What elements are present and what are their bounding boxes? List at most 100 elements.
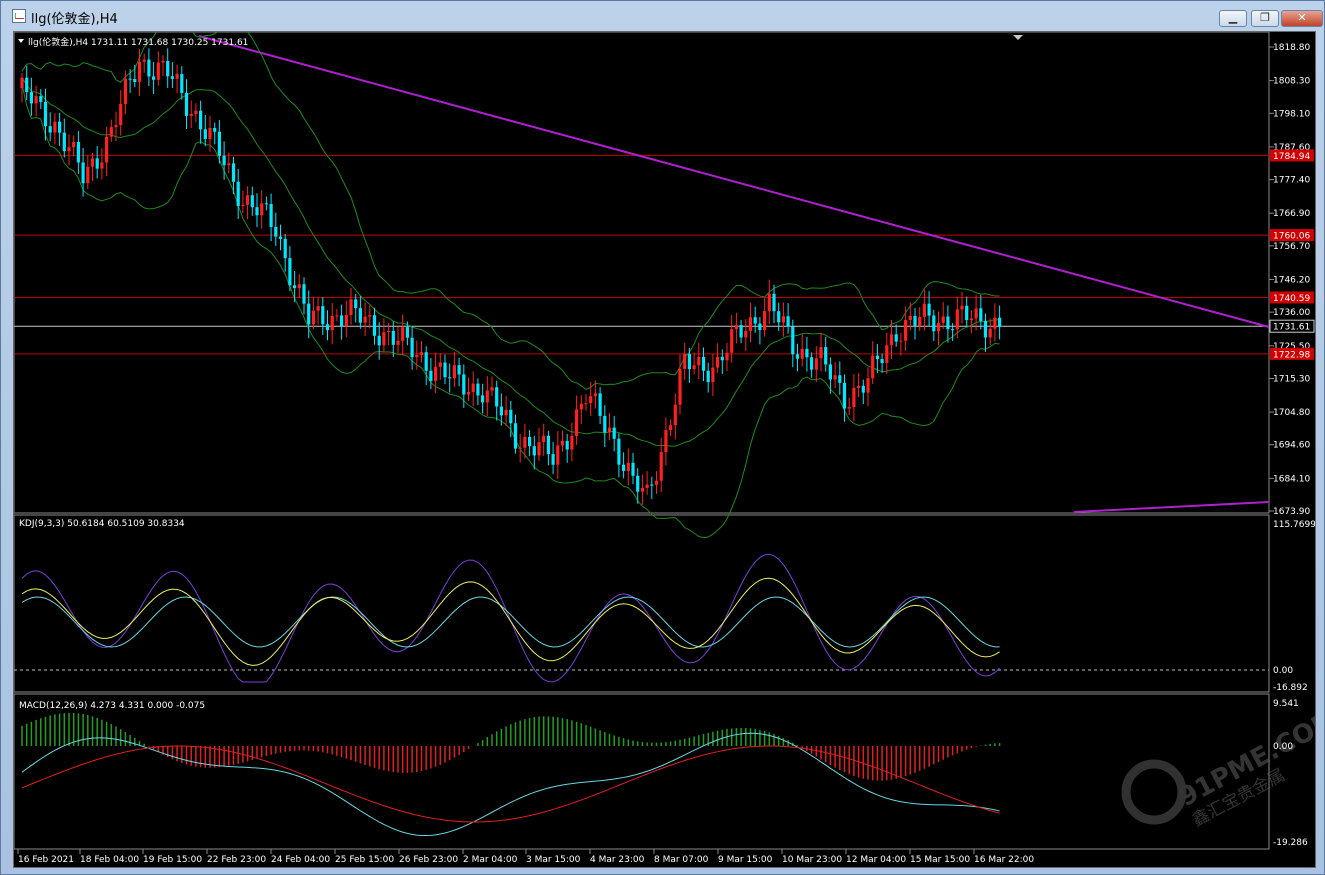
- price-tick-label: 1673.90: [1273, 507, 1310, 517]
- candle-body: [321, 306, 325, 325]
- kdj-pane: [13, 514, 1270, 693]
- candle-body: [673, 404, 677, 426]
- kdj-header: KDJ(9,3,3) 50.6184 60.5109 30.8334: [19, 519, 185, 529]
- price-tick-label: 1684.10: [1273, 474, 1310, 484]
- time-tick-label: 3 Mar 15:00: [526, 855, 581, 865]
- time-tick-label: 4 Mar 23:00: [590, 855, 645, 865]
- candle-body: [894, 334, 898, 342]
- level-label-box: [1270, 347, 1314, 360]
- level-label-box: [1270, 229, 1314, 242]
- candle-body: [678, 368, 682, 405]
- candle-body: [833, 375, 837, 380]
- bollinger-lower-line: [21, 83, 1000, 539]
- shift-marker-icon[interactable]: [1013, 35, 1023, 40]
- close-icon: ✕: [1297, 11, 1307, 24]
- restore-icon: ❐: [1260, 11, 1270, 24]
- candle-body: [861, 385, 865, 393]
- main-pane: [13, 31, 1270, 514]
- candle-body: [716, 356, 720, 368]
- trendline-up[interactable]: [1073, 501, 1270, 513]
- candle-body: [241, 204, 245, 207]
- candle-body: [532, 446, 536, 456]
- candle-body: [415, 355, 419, 358]
- level-label-box: [1270, 149, 1314, 162]
- horizontal-levels: [14, 154, 1269, 355]
- candle-body: [918, 316, 922, 326]
- candle-body: [575, 409, 579, 436]
- watermark-logo-icon: [1121, 759, 1187, 825]
- candle-body: [993, 317, 997, 329]
- candle-body: [753, 317, 757, 324]
- macd-signal-line: [21, 745, 1000, 823]
- chart-window-icon: [12, 9, 26, 23]
- candle-body: [697, 356, 701, 366]
- macd-axis: 9.541 0.00 -19.286: [1273, 699, 1308, 848]
- candle-body: [913, 315, 917, 326]
- candle-body: [443, 362, 447, 378]
- candle-body: [932, 315, 936, 332]
- kdj-k-line: [21, 577, 1000, 666]
- candle-body: [960, 305, 964, 310]
- price-chart-svg[interactable]: 91PME.COM 鑫汇宝贵金属 llg(伦敦金),H4 1731.11 173…: [13, 16, 1325, 867]
- price-tick-label: 1756.70: [1273, 242, 1310, 252]
- candle-body: [156, 62, 160, 80]
- title-bar[interactable]: llg(伦敦金),H4 ▁ ❐ ✕: [1, 1, 1324, 31]
- minimize-button[interactable]: ▁: [1219, 10, 1247, 27]
- trendline-down[interactable]: [198, 35, 1270, 328]
- candle-body: [598, 393, 602, 416]
- candle-body: [72, 141, 76, 148]
- kdj-axis-label: 0.00: [1273, 666, 1293, 676]
- candle-body: [983, 320, 988, 338]
- kdj-axis-label: -16.892: [1273, 683, 1308, 693]
- candle-body: [76, 141, 80, 163]
- macd-axis-label: 9.541: [1273, 699, 1299, 709]
- candle-body: [824, 347, 828, 365]
- level-labels: 1784.94 1760.06 1740.59 1731.61 1722.98: [1269, 149, 1315, 360]
- candle-body: [518, 447, 522, 449]
- candle-body: [523, 436, 527, 448]
- candle-body: [142, 59, 146, 62]
- time-axis: 16 Feb 2021 18 Feb 04:00 19 Feb 15:00 22 Fe…: [17, 849, 1034, 865]
- macd-main-line: [21, 732, 1000, 837]
- price-tick-label: 1715.30: [1273, 374, 1310, 384]
- candle-body: [194, 110, 198, 114]
- candle-body: [227, 163, 231, 166]
- chart-area[interactable]: 91PME.COM 鑫汇宝贵金属 llg(伦敦金),H4 1731.11 173…: [13, 16, 1325, 868]
- time-tick-label: 15 Mar 15:00: [910, 855, 970, 865]
- candle-body: [250, 195, 254, 208]
- candle-body: [852, 387, 856, 408]
- candle-body: [556, 445, 560, 465]
- restore-button[interactable]: ❐: [1251, 10, 1279, 27]
- candle-body: [293, 285, 297, 289]
- candle-body: [344, 315, 348, 327]
- candle-body: [687, 353, 691, 370]
- candle-body: [39, 96, 43, 102]
- candle-body: [255, 207, 259, 216]
- close-button[interactable]: ✕: [1281, 10, 1323, 27]
- candle-body: [368, 315, 372, 317]
- candle-body: [391, 330, 395, 345]
- candle-body: [278, 236, 283, 239]
- candle-body: [438, 362, 442, 367]
- candle-body: [405, 327, 409, 338]
- candle-body: [100, 162, 104, 169]
- candle-body: [90, 158, 95, 167]
- candle-body: [791, 326, 795, 355]
- candle-body: [570, 435, 574, 450]
- candle-body: [372, 315, 377, 336]
- candle-body: [354, 299, 358, 309]
- macd-lines: [21, 732, 1000, 837]
- chart-menu-icon[interactable]: [18, 39, 24, 43]
- candle-body: [58, 121, 62, 133]
- candle-body: [213, 127, 217, 132]
- candle-body: [974, 308, 978, 319]
- candle-body: [683, 353, 687, 369]
- candle-body: [119, 103, 123, 126]
- time-tick-label: 26 Feb 23:00: [399, 855, 458, 865]
- candle-body: [847, 407, 851, 409]
- candle-body: [123, 78, 127, 104]
- price-axis: 1818.80 1808.30 1798.10 1787.60 1777.40 1766.…: [1269, 43, 1310, 517]
- candle-body: [419, 352, 424, 356]
- candle-body: [946, 316, 950, 330]
